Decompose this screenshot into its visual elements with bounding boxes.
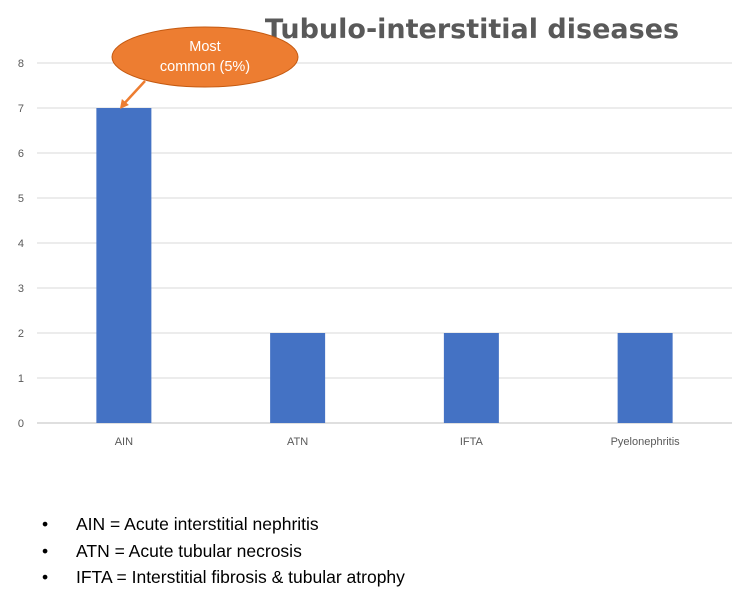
callout-text-line: Most [189,39,220,55]
y-tick-label: 2 [18,328,24,340]
abbreviation-notes: • AIN = Acute interstitial nephritis • A… [42,513,405,593]
y-tick-label: 0 [18,418,24,430]
callout-bubble [111,26,299,88]
note-atn-text: ATN = Acute tubular necrosis [76,540,302,561]
callout-arrow-line [121,80,146,106]
note-ain-text: AIN = Acute interstitial nephritis [76,514,319,534]
x-tick-label: IFTA [460,436,484,448]
y-tick-label: 1 [18,373,24,385]
y-tick-label: 3 [18,283,24,295]
y-tick-label: 6 [18,148,24,160]
note-ain: • AIN = Acute interstitial nephritis [42,513,405,540]
bar-atn [270,333,326,423]
y-tick-label: 8 [18,58,24,70]
y-tick-label: 7 [18,103,24,115]
y-tick-label: 5 [18,193,24,205]
bullet-marker: • [42,514,49,534]
callout-annotation: Most common (5%) [111,26,299,109]
x-axis-ticks: AIN ATN IFTA Pyelonephritis [115,436,680,448]
note-atn: • ATN = Acute tubular necrosis [42,540,405,567]
bar-ifta [443,333,499,423]
x-tick-label: ATN [287,436,308,448]
callout-text-line: common (5%) [160,59,250,75]
bar-ain [96,108,152,423]
x-tick-label: Pyelonephritis [611,436,681,448]
x-tick-label: AIN [115,436,133,448]
note-ifta-text: IFTA = Interstitial fibrosis & tubular a… [76,567,405,587]
chart-title: Tubulo-interstitial diseases [265,14,679,45]
bars [96,108,673,423]
bullet-marker: • [42,540,49,561]
y-axis-ticks: 0 1 2 3 4 5 6 7 8 [18,58,24,430]
note-ifta: • IFTA = Interstitial fibrosis & tubular… [42,566,405,593]
callout-arrow-head [119,99,129,109]
bullet-marker: • [42,567,49,587]
bar-pyelonephritis [617,333,673,423]
y-tick-label: 4 [18,238,24,250]
